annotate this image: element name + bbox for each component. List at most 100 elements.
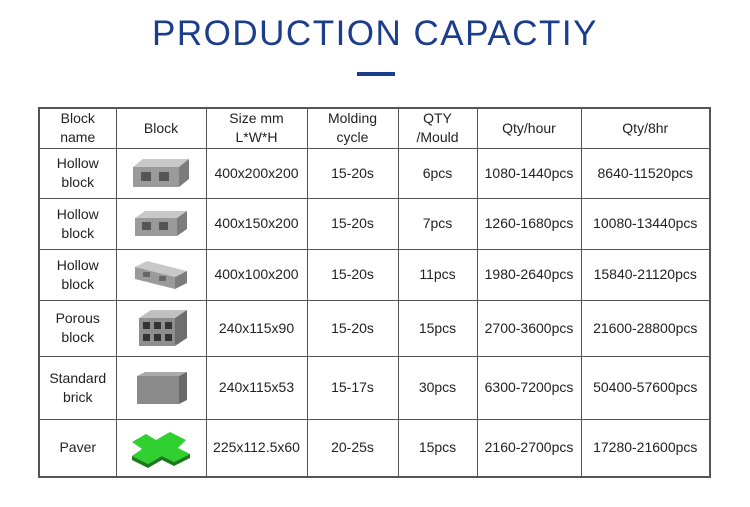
cell-text: 240x115x90: [218, 319, 295, 336]
porous-block-icon: [139, 310, 187, 346]
cell-text: 15-20s: [331, 319, 374, 336]
cell-text: 15-17s: [331, 379, 374, 395]
icon-cell: [115, 248, 207, 301]
hollow-block-icon: [133, 159, 189, 187]
icon-cell: [115, 197, 207, 250]
cell-line: Molding: [327, 110, 378, 127]
cell-line: cycle: [336, 129, 369, 146]
cell-line: Hollow: [56, 205, 99, 222]
table-cell: 10080-13440pcs: [580, 197, 711, 250]
table-cell: Hollow block: [38, 147, 117, 199]
table-row: Hollow block 400x100x200 15-20s 11pcs 1980-26…: [38, 248, 711, 301]
table-cell: 240x115x90: [205, 299, 308, 357]
cell-text: 15-20s: [331, 266, 374, 282]
table-cell: Standard brick: [38, 355, 117, 420]
cell-text: 6300-7200pcs: [484, 379, 574, 395]
table-cell: 30pcs: [397, 355, 478, 420]
table-cell: 15-17s: [306, 355, 399, 420]
cell-text: 15-20s: [331, 215, 374, 231]
table-cell: 15-20s: [306, 197, 399, 250]
table-cell: Hollow block: [38, 197, 117, 250]
cell-text: 7pcs: [422, 215, 453, 231]
capacity-table: Block name Block Size mm L*W*H Molding cycle QT…: [38, 107, 711, 478]
cell-line: brick: [62, 388, 93, 405]
table-cell: 6pcs: [397, 147, 478, 199]
cell-text: 2160-2700pcs: [484, 439, 574, 456]
cell-text: 15pcs: [418, 439, 457, 456]
cell-text: 400x200x200: [214, 164, 299, 181]
cell-line: Qty/hour: [502, 119, 556, 136]
cell-text: 20-25s: [331, 439, 374, 456]
table-cell: 240x115x53: [205, 355, 308, 420]
table-cell: 21600-28800pcs: [580, 299, 711, 357]
cell-text: 1260-1680pcs: [484, 215, 574, 231]
table-cell: 1260-1680pcs: [476, 197, 582, 250]
cell-text: 2700-3600pcs: [484, 319, 574, 336]
icon-cell: [115, 147, 207, 199]
table-cell: 15840-21120pcs: [580, 248, 711, 301]
page-title: PRODUCTION CAPACTIY: [152, 14, 598, 53]
cell-text: 1980-2640pcs: [484, 266, 574, 282]
table-cell: 20-25s: [306, 418, 399, 478]
table-cell: 2160-2700pcs: [476, 418, 582, 478]
table-cell: 8640-11520pcs: [580, 147, 711, 199]
table-cell: Hollow block: [38, 248, 117, 301]
table-cell: 1080-1440pcs: [476, 147, 582, 199]
header-cell: Qty/8hr: [580, 107, 711, 149]
cell-text: 15-20s: [331, 164, 374, 181]
table-cell: 50400-57600pcs: [580, 355, 711, 420]
table-cell: 6300-7200pcs: [476, 355, 582, 420]
table-row: Paver 225x112.5x60 20-25s 15pcs 2160-2700pcs…: [38, 418, 711, 478]
cell-line: Paver: [59, 439, 97, 456]
cell-line: block: [61, 329, 95, 345]
table-cell: 15pcs: [397, 418, 478, 478]
header-cell: Qty/hour: [476, 107, 582, 149]
table-row: Hollow block 400x150x200 15-20s 7pcs 1260-168…: [38, 197, 711, 250]
cell-text: 240x115x53: [218, 379, 295, 395]
title-underline: [357, 72, 395, 76]
cell-text: 225x112.5x60: [213, 439, 300, 456]
cell-line: name: [60, 129, 96, 146]
hollow-block-icon: [135, 260, 187, 289]
brick-icon: [137, 371, 187, 404]
cell-text: 10080-13440pcs: [593, 215, 698, 231]
cell-text: 8640-11520pcs: [597, 164, 693, 181]
table-cell: 15-20s: [306, 147, 399, 199]
table-cell: Paver: [38, 418, 117, 478]
table-cell: 11pcs: [397, 248, 478, 301]
cell-line: block: [61, 224, 95, 241]
cell-text: 11pcs: [419, 266, 456, 282]
cell-text: 50400-57600pcs: [593, 379, 698, 395]
table-cell: 2700-3600pcs: [476, 299, 582, 357]
header-row: Block name Block Size mm L*W*H Molding cycle QT…: [38, 107, 711, 149]
cell-line: Standard: [49, 369, 107, 386]
cell-line: Hollow: [56, 256, 99, 273]
cell-text: 30pcs: [418, 379, 457, 395]
table-cell: 15-20s: [306, 248, 399, 301]
icon-cell: [115, 355, 207, 420]
cell-text: 400x150x200: [214, 215, 299, 231]
cell-text: 1080-1440pcs: [484, 164, 574, 181]
table-cell: 225x112.5x60: [205, 418, 308, 478]
cell-line: Size mm: [229, 110, 284, 127]
cell-line: Hollow: [56, 155, 99, 171]
cell-text: 400x100x200: [214, 266, 299, 282]
table-row: Standard brick 240x115x53 15-17s 30pcs 6300-7…: [38, 355, 711, 420]
table-cell: 17280-21600pcs: [580, 418, 711, 478]
table-cell: 1980-2640pcs: [476, 248, 582, 301]
icon-cell: [115, 418, 207, 478]
cell-line: block: [61, 275, 95, 292]
cell-line: block: [61, 174, 95, 190]
table-cell: 400x100x200: [205, 248, 308, 301]
cell-text: 21600-28800pcs: [593, 319, 698, 336]
header-cell: QTY/Mould: [397, 107, 478, 149]
cell-line: Block: [60, 110, 95, 127]
table-row: Porous block 240x115x90 15-20s 15pcs 2700-360…: [38, 299, 711, 357]
paver-icon: [132, 431, 190, 468]
hollow-block-icon: [135, 210, 187, 236]
cell-line: L*W*H: [235, 129, 278, 146]
table-cell: 400x200x200: [205, 147, 308, 199]
cell-line: Block: [143, 119, 179, 136]
cell-text: 6pcs: [422, 164, 453, 181]
